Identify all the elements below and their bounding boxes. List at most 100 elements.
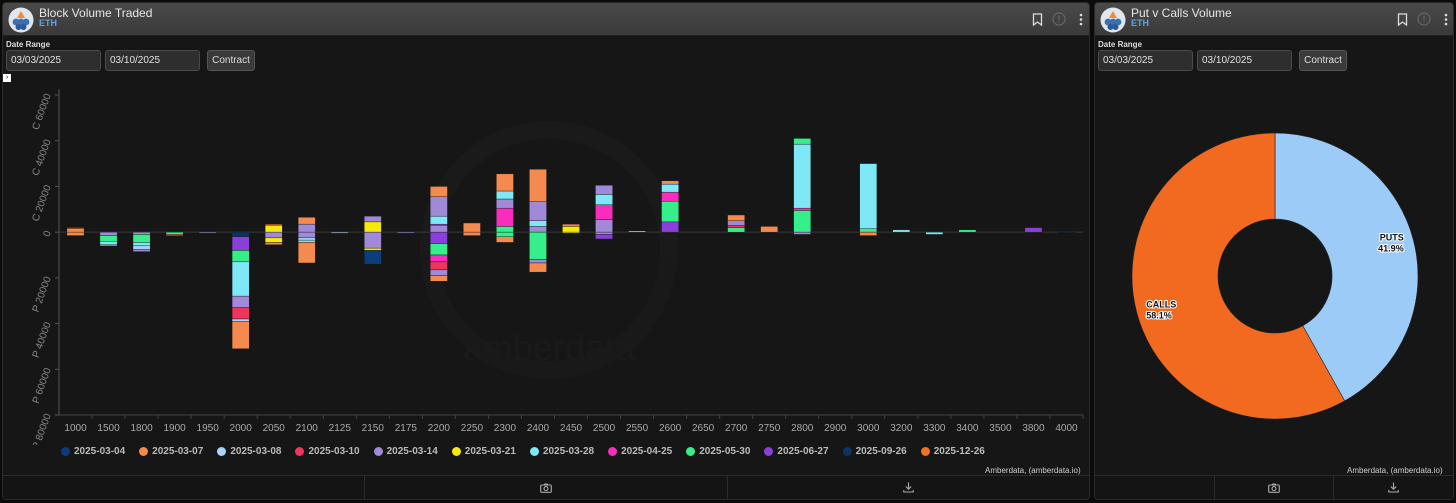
legend-item[interactable]: 2025-04-25 xyxy=(608,446,672,457)
x-tick-label: 3000 xyxy=(857,423,880,434)
bar-segment-put xyxy=(430,269,448,276)
bar-segment-put xyxy=(430,231,448,244)
bookmark-icon[interactable] xyxy=(1394,11,1410,27)
panel-footer xyxy=(1095,475,1453,499)
more-vert-icon[interactable] xyxy=(1073,11,1089,27)
legend-item[interactable]: 2025-09-26 xyxy=(842,446,907,457)
bar-segment-put xyxy=(529,231,547,260)
x-tick-label: 2650 xyxy=(692,423,715,434)
bar-segment-put xyxy=(430,261,448,271)
bar-segment-call xyxy=(892,229,911,233)
bar-segment-put xyxy=(297,242,316,264)
bar-segment-put xyxy=(1057,231,1076,234)
legend-item[interactable]: 2025-12-26 xyxy=(920,446,985,457)
x-tick-label: 2500 xyxy=(593,423,616,434)
legend-dot-icon xyxy=(451,447,461,456)
info-icon[interactable] xyxy=(1416,11,1432,27)
x-tick-label: 2600 xyxy=(659,423,682,434)
start-date-input[interactable] xyxy=(1098,50,1193,71)
bar-segment-put xyxy=(430,243,448,256)
bar-segment-put xyxy=(430,275,448,282)
download-button[interactable] xyxy=(1334,476,1453,499)
donut-slice xyxy=(1131,132,1346,420)
legend-item[interactable]: 2025-03-14 xyxy=(373,446,438,457)
legend-item[interactable]: 2025-03-08 xyxy=(217,446,281,457)
x-tick-label: 1900 xyxy=(163,423,186,434)
bar-segment-put xyxy=(264,237,283,243)
legend-label: 2025-03-10 xyxy=(308,446,360,457)
camera-button[interactable] xyxy=(1215,476,1335,499)
legend-item[interactable]: 2025-03-10 xyxy=(295,446,360,457)
bar-segment-call xyxy=(430,215,448,225)
legend-label: 2025-06-27 xyxy=(777,446,829,457)
bar-segment-put xyxy=(430,254,448,263)
legend-label: 2025-03-28 xyxy=(542,446,595,457)
y-tick-label: P 60000 xyxy=(31,366,54,405)
bar-segment-call xyxy=(430,186,448,197)
more-vert-icon[interactable] xyxy=(1438,11,1453,27)
x-tick-label: 1500 xyxy=(97,423,120,434)
x-tick-label: 3400 xyxy=(956,423,979,434)
legend-dot-icon xyxy=(139,447,149,456)
legend-item[interactable]: 2025-05-30 xyxy=(686,446,750,457)
x-tick-label: 2000 xyxy=(230,423,253,434)
y-tick-label: P 80000 xyxy=(31,412,54,445)
end-date-input[interactable] xyxy=(105,50,200,71)
bar-segment-call xyxy=(529,226,547,233)
legend-item[interactable]: 2025-03-07 xyxy=(139,446,203,457)
contract-button[interactable]: Contract xyxy=(207,50,255,71)
bar-segment-put xyxy=(364,250,382,265)
camera-button[interactable] xyxy=(365,476,728,499)
bar-segment-call xyxy=(297,223,316,233)
bar-segment-call xyxy=(496,207,514,227)
contract-button[interactable]: Contract xyxy=(1299,50,1347,71)
bar-segment-call xyxy=(859,228,878,233)
camera-icon xyxy=(1268,483,1280,493)
bar-segment-put xyxy=(132,242,151,247)
bar-segment-put xyxy=(529,259,547,264)
legend-item[interactable]: 2025-03-28 xyxy=(529,446,595,457)
legend-dot-icon xyxy=(608,447,618,456)
x-tick-label: 3500 xyxy=(989,423,1012,434)
block-volume-panel: Block Volume Traded ETH Date Range Contr… xyxy=(2,2,1090,500)
date-range-label: Date Range xyxy=(6,40,51,49)
bar-segment-call xyxy=(793,210,812,233)
x-tick-label: 2750 xyxy=(758,423,781,434)
amberdata-logo-icon xyxy=(1100,7,1126,33)
bar-segment-call xyxy=(595,185,613,195)
bar-segment-call xyxy=(1024,227,1043,233)
bar-segment-call xyxy=(496,173,514,192)
bar-segment-put xyxy=(198,231,217,234)
x-tick-label: 2175 xyxy=(395,423,418,434)
bookmark-icon[interactable] xyxy=(1029,11,1045,27)
legend-item[interactable]: 2025-06-27 xyxy=(764,446,829,457)
bar-segment-put xyxy=(165,234,184,236)
expand-icon[interactable]: › xyxy=(3,74,11,82)
legend-item[interactable]: 2025-03-04 xyxy=(61,446,125,457)
x-tick-label: 2150 xyxy=(362,423,385,434)
y-tick-label: C 40000 xyxy=(31,138,54,178)
legend-item[interactable]: 2025-03-21 xyxy=(451,446,516,457)
download-button[interactable] xyxy=(728,476,1089,499)
bar-segment-put xyxy=(297,239,316,243)
bar-segment-call xyxy=(529,201,547,221)
y-tick-label: 0 xyxy=(42,229,54,238)
legend-dot-icon xyxy=(529,447,539,456)
bar-segment-put xyxy=(231,236,250,251)
start-date-input[interactable] xyxy=(6,50,101,71)
bar-segment-call xyxy=(595,194,613,205)
bar-segment-call xyxy=(628,230,646,233)
bar-segment-put xyxy=(99,231,118,236)
bar-segment-call xyxy=(264,223,283,226)
x-tick-label: 2400 xyxy=(527,423,550,434)
bar-segment-call xyxy=(562,223,580,227)
bar-segment-put xyxy=(595,234,613,240)
x-tick-label: 2100 xyxy=(296,423,319,434)
x-tick-label: 2200 xyxy=(428,423,451,434)
end-date-input[interactable] xyxy=(1197,50,1292,71)
donut-slice xyxy=(1274,132,1419,402)
y-tick-label: P 40000 xyxy=(31,320,54,359)
info-icon[interactable] xyxy=(1051,11,1067,27)
bar-segment-call xyxy=(661,180,679,185)
